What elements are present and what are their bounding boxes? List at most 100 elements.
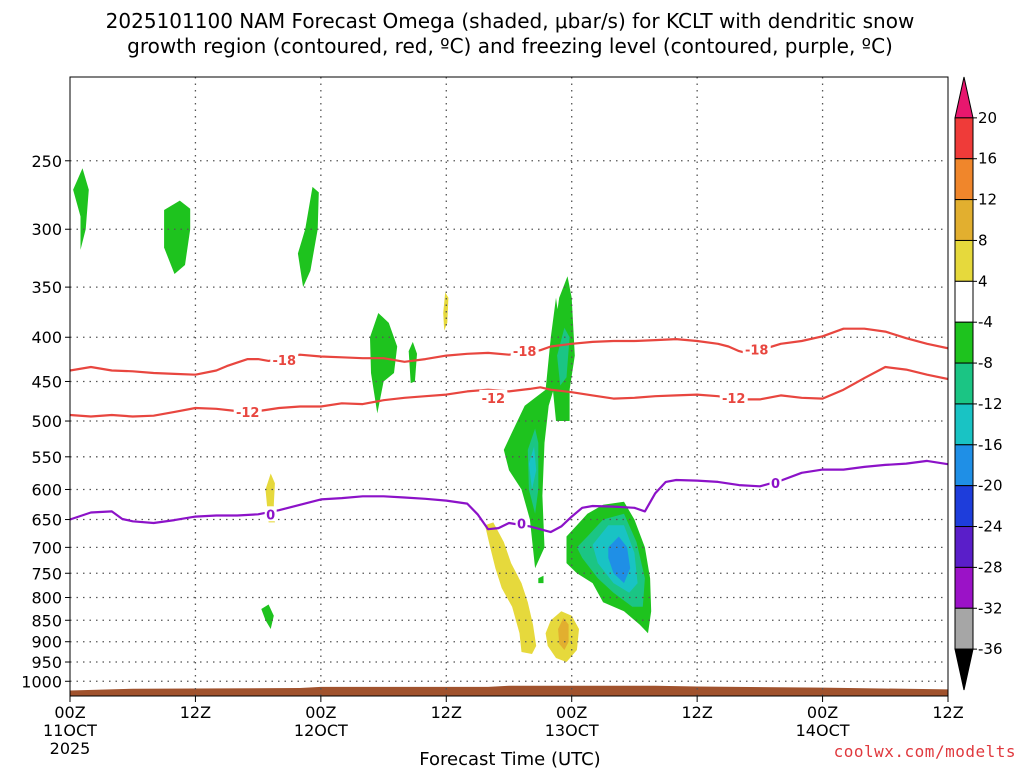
y-tick-label-400: 400 [31,328,62,347]
colorbar-label-12: -32 [978,599,1003,617]
contour-label-1: -18 [513,345,537,360]
contour-label-bg-2 [742,341,771,357]
colorbar-bin-1 [954,117,974,160]
colorbar-bin-7 [954,362,974,405]
colorbar-bin-9 [954,444,974,487]
omega-region-10 [557,327,570,386]
chart-title-line-1: 2025101100 NAM Forecast Omega (shaded, μ… [106,9,915,33]
omega-region-6 [503,297,562,569]
colorbar-label-1: 16 [978,150,997,168]
y-tick-label-900: 900 [31,633,62,652]
contour-label-5: -12 [722,392,746,407]
omega-region-1 [164,200,191,274]
y-tick-label-1000: 1000 [21,672,62,691]
omega-region-18 [558,618,569,650]
x-tick-label-60-0: 12Z [681,703,712,722]
y-tick-label-850: 850 [31,611,62,630]
y-tick-label-750: 750 [31,564,62,583]
x-axis-label: Forecast Time (UTC) [419,749,600,768]
contour-labels: -18 -18 -18 -12 -12 -12 0 0 0 [233,341,782,533]
y-tick-label-800: 800 [31,588,62,607]
contour-label-6: 0 [266,508,275,523]
colorbar-bin-3 [954,199,974,241]
y-tick-label-500: 500 [31,412,62,431]
colorbar: 20 16 12 8 4 -4 -8 -12 -16 -20 -24 -28 -32 -36 [954,76,1003,691]
colorbar-label-10: -24 [978,518,1003,536]
x-tick-label-36-0: 12Z [431,703,462,722]
omega-region-3 [370,313,398,414]
colorbar-label-9: -20 [978,477,1003,495]
x-tick-label-24-0: 00Z [305,703,336,722]
contour-label-bg-6 [264,506,277,522]
y-tick-label-650: 650 [31,511,62,530]
y-tick-label-300: 300 [31,220,62,239]
colorbar-label-2: 12 [978,191,997,209]
omega-region-16 [485,522,537,654]
colorbar-bin-11 [954,526,974,568]
y-tick-label-700: 700 [31,538,62,557]
colorbar-bin-13 [954,607,974,650]
contour-label-bg-7 [515,515,528,531]
contour-line-2 [70,459,948,534]
colorbar-bin-8 [954,403,974,446]
x-tick-label-12-0: 12Z [180,703,211,722]
x-tick-label-0-0: 00Z [54,703,85,722]
colorbar-bottom-triangle [954,648,974,691]
y-tick-label-350: 350 [31,278,62,297]
omega-region-11 [538,575,544,584]
ground-surface [70,685,948,696]
colorbar-label-8: -16 [978,436,1003,454]
plot-area: -18 -18 -18 -12 -12 -12 0 0 0 [69,76,949,697]
colorbar-top-triangle [954,76,974,119]
omega-region-15 [608,536,631,584]
contour-label-bg-5 [719,389,748,405]
x-tick-label-0-1: 11OCT [43,721,97,740]
y-tick-label-600: 600 [31,480,62,499]
contour-label-7: 0 [517,518,526,533]
contour-label-bg-8 [769,475,782,491]
contour-label-bg-4 [479,389,508,405]
colorbar-label-7: -12 [978,395,1003,413]
colorbar-label-11: -28 [978,558,1003,576]
omega-region-2 [297,186,319,288]
credit-text: coolwx.com/modelts [834,742,1016,761]
contour-label-2: -18 [745,343,769,358]
omega-region-8 [528,446,537,490]
x-tick-label-48-1: 13OCT [545,721,599,740]
contour-line-1 [70,365,948,418]
ground-layer [70,685,948,696]
contour-label-bg-3 [233,403,262,419]
contour-label-4: -12 [482,392,506,407]
chart-title-line-2: growth region (contoured, red, ºC) and f… [127,34,893,58]
colorbar-bin-2 [954,158,974,201]
x-tick-label-0-2: 2025 [50,739,91,758]
colorbar-label-4: 4 [978,272,988,290]
contour-lines [70,327,948,534]
y-tick-label-550: 550 [31,448,62,467]
omega-region-0 [73,168,89,250]
colorbar-label-13: -36 [978,640,1003,658]
contour-label-0: -18 [273,354,297,369]
y-tick-label-450: 450 [31,372,62,391]
y-tick-label-950: 950 [31,653,62,672]
contour-label-3: -12 [236,406,260,421]
grid-lines [70,77,948,696]
colorbar-label-5: -4 [978,313,993,331]
colorbar-label-0: 20 [978,109,997,127]
colorbar-label-3: 8 [978,231,988,249]
omega-shaded-regions [73,168,652,662]
plot-frame [69,76,949,697]
x-tick-label-84-0: 12Z [932,703,963,722]
omega-region-5 [261,604,274,629]
colorbar-bin-6 [954,321,974,364]
x-tick-label-48-0: 00Z [556,703,587,722]
x-tick-label-72-1: 14OCT [796,721,850,740]
omega-region-4 [408,341,417,384]
colorbar-label-6: -8 [978,354,993,372]
contour-label-8: 0 [771,477,780,492]
colorbar-bin-4 [954,239,974,282]
colorbar-bin-5 [954,280,974,323]
x-tick-label-72-0: 00Z [807,703,838,722]
